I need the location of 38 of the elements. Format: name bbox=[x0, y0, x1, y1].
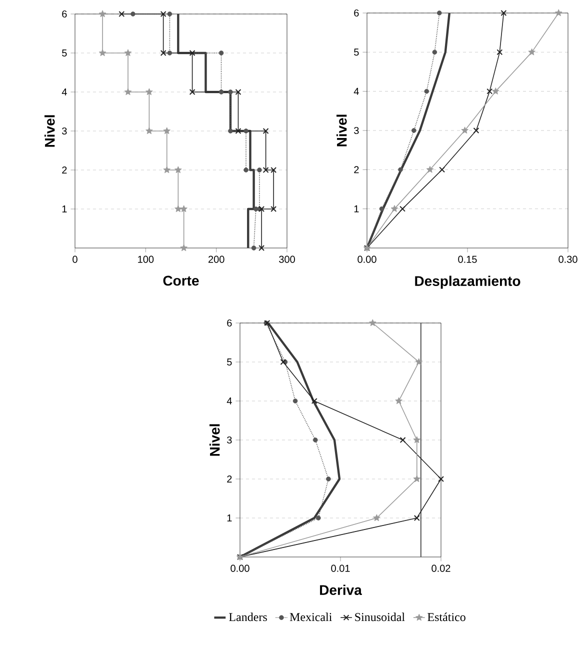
y-tick-label: 6 bbox=[354, 9, 359, 17]
y-tick-label: 4 bbox=[354, 88, 359, 95]
y-tick-label: 2 bbox=[354, 166, 359, 174]
y-tick-label: 6 bbox=[62, 10, 67, 18]
y-tick-label: 2 bbox=[62, 166, 67, 174]
x-tick-label: 0.00 bbox=[358, 256, 376, 263]
y-axis-title: Nivel bbox=[336, 114, 347, 146]
x-tick-label: 0.01 bbox=[331, 564, 350, 572]
legend-label: Landers bbox=[229, 612, 267, 622]
y-tick-label: 3 bbox=[354, 126, 359, 134]
x-axis-title: Desplazamiento bbox=[415, 276, 520, 289]
x-axis-title: Deriva bbox=[320, 584, 362, 596]
x-tick-label: 0 bbox=[72, 256, 78, 263]
x-tick-label: 0.30 bbox=[558, 256, 578, 263]
x-tick-label: 0.15 bbox=[458, 256, 477, 263]
y-tick-label: 3 bbox=[62, 127, 67, 135]
y-tick-label: 1 bbox=[227, 514, 232, 522]
y-tick-label: 2 bbox=[227, 476, 232, 482]
y-tick-label: 4 bbox=[62, 88, 67, 96]
y-axis-title: Nivel bbox=[44, 115, 55, 147]
y-tick-label: 5 bbox=[354, 48, 359, 56]
y-tick-label: 1 bbox=[62, 206, 67, 212]
y-tick-label: 1 bbox=[354, 205, 359, 212]
y-axis-title: Nivel bbox=[209, 424, 220, 456]
legend-label: Mexicali bbox=[290, 612, 332, 622]
y-tick-label: 4 bbox=[226, 398, 232, 404]
x-tick-label: 0.00 bbox=[230, 564, 250, 572]
x-tick-label: 300 bbox=[279, 256, 295, 263]
legend-label: Sinusoidal bbox=[355, 612, 405, 622]
y-tick-label: 6 bbox=[227, 319, 232, 327]
y-tick-label: 5 bbox=[227, 358, 232, 366]
legend-label: Estático bbox=[428, 612, 466, 622]
y-tick-label: 3 bbox=[227, 436, 232, 444]
x-tick-label: 100 bbox=[138, 256, 154, 263]
y-tick-label: 5 bbox=[62, 50, 67, 56]
x-tick-label: 0.02 bbox=[432, 564, 450, 572]
x-tick-label: 200 bbox=[208, 256, 224, 263]
x-axis-title: Corte bbox=[163, 276, 199, 286]
